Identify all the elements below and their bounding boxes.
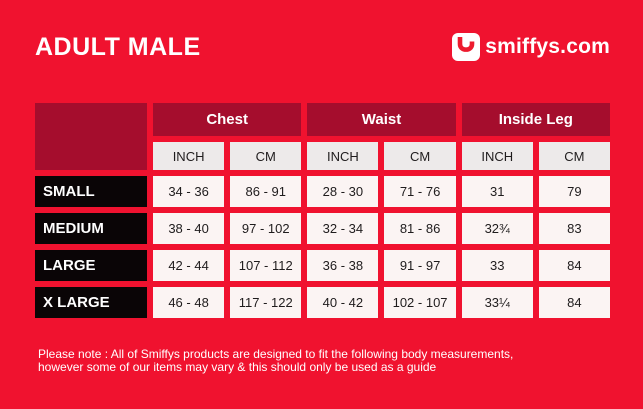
unit-header-chest-cm: CM	[230, 142, 302, 170]
table-cell: 33	[461, 250, 533, 281]
table-cell: 117 - 122	[230, 287, 302, 318]
table-cell: 84	[538, 287, 610, 318]
footer-note: Please note : All of Smiffys products ar…	[38, 348, 613, 373]
unit-header-inside-leg-inch: INCH	[461, 142, 533, 170]
table-cell: 71 - 76	[384, 176, 456, 207]
size-chart-table: Chest Waist Inside Leg INCH CM INCH CM I…	[35, 103, 610, 318]
table-cell: 46 - 48	[153, 287, 225, 318]
table-cell: 42 - 44	[153, 250, 225, 281]
table-cell: 31	[461, 176, 533, 207]
table-cell: 33¼	[461, 287, 533, 318]
footer-note-line2: however some of our items may vary & thi…	[38, 359, 437, 374]
table-cell: 38 - 40	[153, 213, 225, 244]
table-cell: 91 - 97	[384, 250, 456, 281]
table-cell: 83	[538, 213, 610, 244]
unit-header-chest-inch: INCH	[153, 142, 225, 170]
smile-icon	[452, 33, 481, 61]
page-title: ADULT MALE	[35, 32, 201, 61]
section-header-inside-leg: Inside Leg	[461, 103, 610, 136]
table-cell: 40 - 42	[307, 287, 379, 318]
size-label-medium: MEDIUM	[35, 213, 147, 244]
table-cell: 102 - 107	[384, 287, 456, 318]
smiffys-logo: smiffys.com	[452, 33, 610, 61]
table-cell: 36 - 38	[307, 250, 379, 281]
table-cell: 28 - 30	[307, 176, 379, 207]
table-cell: 79	[538, 176, 610, 207]
table-cell: 34 - 36	[153, 176, 225, 207]
section-header-waist: Waist	[307, 103, 456, 136]
unit-header-waist-cm: CM	[384, 142, 456, 170]
header-bar: ADULT MALE smiffys.com	[0, 0, 643, 67]
size-label-large: LARGE	[35, 250, 147, 281]
corner-cell	[35, 103, 147, 170]
size-label-small: SMALL	[35, 176, 147, 207]
size-label-x-large: X LARGE	[35, 287, 147, 318]
table-cell: 32¾	[461, 213, 533, 244]
logo-text: smiffys.com	[485, 35, 610, 58]
unit-header-inside-leg-cm: CM	[538, 142, 610, 170]
unit-header-waist-inch: INCH	[307, 142, 379, 170]
section-header-chest: Chest	[153, 103, 302, 136]
table-cell: 32 - 34	[307, 213, 379, 244]
table-cell: 81 - 86	[384, 213, 456, 244]
table-cell: 86 - 91	[230, 176, 302, 207]
footer-note-line1: Please note : All of Smiffys products ar…	[38, 347, 514, 361]
table-cell: 97 - 102	[230, 213, 302, 244]
table-cell: 107 - 112	[230, 250, 302, 281]
table-cell: 84	[538, 250, 610, 281]
